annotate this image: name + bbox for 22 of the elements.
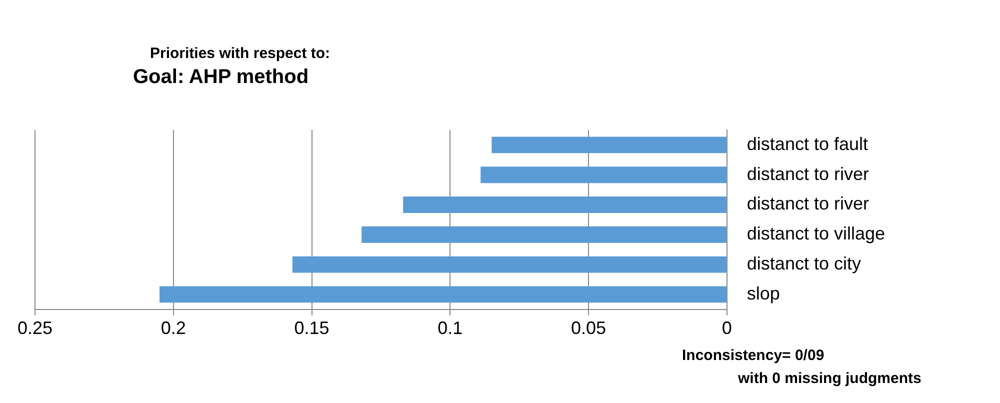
y-tick-label: distanct to village [746,224,885,244]
bar [403,196,726,213]
bar [480,166,726,184]
x-tick-label: 0 [722,318,732,338]
y-tick-label: distanct to river [746,164,869,184]
y-tick-label: distanct to river [746,194,869,214]
x-tick-label: 0.2 [160,318,186,338]
bar [160,286,726,303]
x-tick-label: 0.25 [17,318,53,338]
bar [492,136,726,154]
chart-title: Priorities with respect to: [150,45,330,62]
y-tick-label: slop [746,283,780,304]
bar [292,256,726,273]
bar [362,226,726,243]
x-tick-label: 0.15 [294,318,330,338]
text: Inconsistency= 0/09 [682,347,824,364]
text: with 0 missing judgments [738,370,922,387]
x-tick-label: 0.05 [571,318,606,338]
y-tick-label: distanct to fault [746,134,868,154]
y-tick-label: distanct to city [746,254,861,274]
chart-subtitle: Goal: AHP method [133,66,309,89]
x-tick-label: 0.1 [438,318,463,338]
